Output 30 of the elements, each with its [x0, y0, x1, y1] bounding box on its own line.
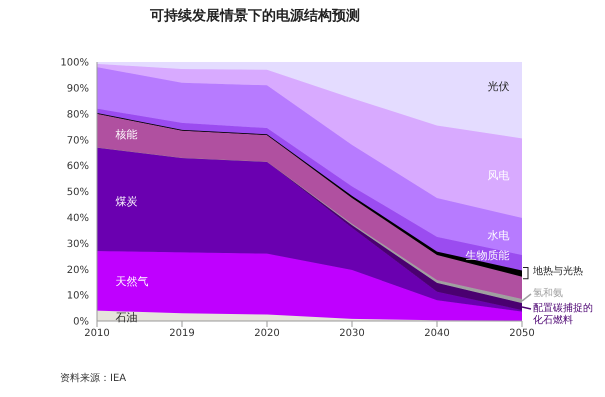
chart-title: 可持续发展情景下的电源结构预测 [150, 7, 360, 25]
x-tick-label: 2050 [509, 328, 535, 340]
y-tick-label: 20% [66, 264, 89, 276]
series-label: 氢和氨 [533, 288, 564, 300]
y-tick-label: 60% [66, 161, 89, 172]
y-tick-label: 50% [66, 187, 89, 198]
series-label: 核能 [115, 126, 138, 143]
y-tick-label: 80% [66, 109, 89, 120]
series-label: 生物质能 [465, 248, 510, 264]
series-label: 天然气 [115, 274, 148, 290]
series-label: 风电 [487, 168, 510, 184]
y-tick-label: 70% [66, 135, 89, 146]
y-tick-label: 0% [73, 316, 89, 328]
series-label: 石油 [115, 310, 138, 326]
legend-label: 配置碳捕捉的化石燃料 [533, 302, 594, 327]
x-tick-label: 2010 [84, 328, 110, 340]
series-label: 水电 [487, 228, 510, 244]
text: 资料来源：IEA [60, 372, 126, 385]
x-tick-label: 2040 [424, 328, 450, 340]
y-tick-label: 100% [60, 58, 89, 69]
x-tick-label: 2019 [169, 328, 195, 340]
y-tick-label: 30% [66, 238, 89, 250]
y-tick-label: 40% [66, 212, 89, 224]
x-tick-label: 2020 [254, 328, 280, 340]
x-tick-label: 2030 [339, 328, 365, 340]
y-tick-label: 90% [66, 83, 89, 94]
series-label: 光伏 [487, 79, 510, 96]
y-tick-label: 10% [66, 290, 89, 302]
series-label: 地热与光热 [533, 266, 584, 278]
series-label: 煤炭 [115, 194, 138, 210]
